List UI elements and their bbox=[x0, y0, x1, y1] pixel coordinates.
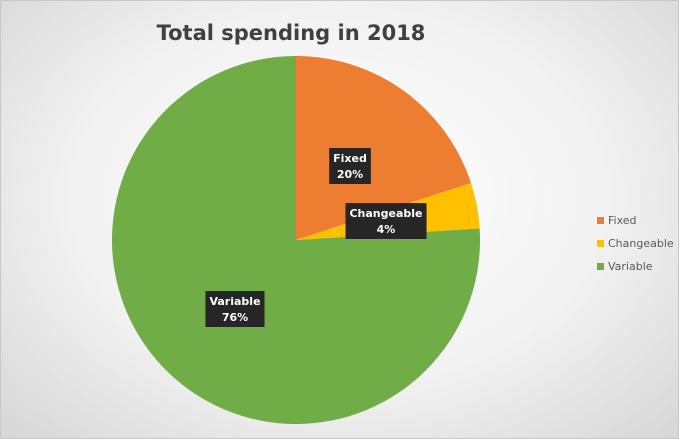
data-label-category: Variable bbox=[209, 295, 260, 308]
data-label-value: 4% bbox=[377, 223, 396, 236]
pie-slice-variable bbox=[112, 56, 481, 424]
legend-swatch bbox=[597, 240, 604, 247]
legend-label: Changeable bbox=[608, 237, 674, 250]
legend-item-changeable: Changeable bbox=[597, 232, 674, 255]
data-label-background bbox=[345, 203, 427, 239]
legend-label: Variable bbox=[608, 260, 653, 273]
legend-label: Fixed bbox=[608, 214, 637, 227]
data-label-category: Changeable bbox=[349, 207, 422, 220]
data-label-background bbox=[329, 148, 371, 184]
legend-item-variable: Variable bbox=[597, 255, 674, 278]
chart-title: Total spending in 2018 bbox=[156, 21, 426, 45]
legend-item-fixed: Fixed bbox=[597, 209, 674, 232]
data-label-value: 20% bbox=[337, 168, 363, 181]
data-label-value: 76% bbox=[222, 311, 248, 324]
data-label-changeable: Changeable 4% bbox=[345, 203, 427, 239]
legend: Fixed Changeable Variable bbox=[597, 209, 674, 278]
legend-swatch bbox=[597, 263, 604, 270]
data-label-variable: Variable 76% bbox=[205, 291, 265, 327]
data-label-category: Fixed bbox=[333, 152, 367, 165]
legend-swatch bbox=[597, 217, 604, 224]
data-label-fixed: Fixed 20% bbox=[329, 148, 371, 184]
pie-slice-fixed bbox=[296, 56, 471, 240]
data-label-background bbox=[205, 291, 265, 327]
